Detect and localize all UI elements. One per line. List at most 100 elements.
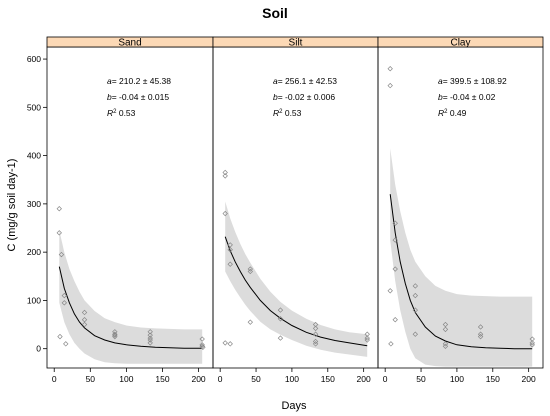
- fit-curve: [224, 236, 368, 347]
- x-tick-label: 0: [52, 374, 57, 384]
- data-point: [112, 333, 118, 340]
- data-point: [412, 331, 418, 337]
- data-point: [387, 82, 393, 89]
- data-point: [387, 66, 393, 72]
- x-tick-label: 200: [191, 374, 205, 384]
- data-point: [477, 324, 484, 330]
- annotation-r2: R2 0.53: [273, 108, 302, 118]
- data-point: [57, 333, 63, 340]
- data-point: [147, 329, 153, 335]
- data-point: [312, 325, 319, 332]
- confidence-band: [390, 148, 533, 367]
- data-point: [392, 317, 398, 323]
- x-tick-label: 100: [285, 374, 299, 384]
- data-point: [477, 331, 484, 337]
- y-tick-label: 200: [27, 247, 41, 257]
- data-point: [147, 340, 153, 346]
- chart-title: Soil: [262, 5, 288, 21]
- data-point: [222, 169, 228, 176]
- annotation-a: a= 399.5 ± 108.92: [438, 76, 507, 86]
- data-point: [56, 230, 62, 236]
- data-point: [312, 321, 319, 328]
- panel-silt: Silt 0 50 100 150 200 a= 256.1 ± 42.53 b= -0.02…: [212, 36, 379, 384]
- y-tick-label: 100: [27, 295, 41, 305]
- data-point: [81, 309, 88, 316]
- data-point: [442, 341, 449, 347]
- confidence-band: [59, 230, 203, 364]
- y-tick-label: 300: [27, 199, 41, 209]
- data-point: [63, 341, 69, 347]
- data-point: [222, 173, 228, 179]
- data-point: [529, 342, 535, 348]
- y-tick-label: 500: [27, 102, 41, 112]
- x-tick-label: 150: [321, 374, 335, 384]
- x-tick-label: 200: [357, 374, 371, 384]
- data-point: [247, 268, 253, 275]
- annotation-r2: R2 0.53: [107, 108, 136, 118]
- x-tick-label: 0: [383, 374, 388, 384]
- data-point: [56, 206, 62, 212]
- data-point: [412, 307, 418, 313]
- data-point: [387, 288, 393, 294]
- data-point: [529, 336, 535, 342]
- data-point: [277, 307, 284, 313]
- data-point: [58, 251, 65, 258]
- data-point: [112, 331, 118, 337]
- fit-curve: [389, 194, 533, 350]
- strip-clay: [377, 36, 544, 48]
- x-tick-label: 150: [486, 374, 500, 384]
- y-tick-label: 400: [27, 151, 41, 161]
- y-tick-label: 0: [36, 344, 41, 354]
- x-tick-label: 200: [522, 374, 536, 384]
- data-point: [312, 331, 319, 337]
- data-point: [388, 341, 394, 347]
- data-point: [277, 335, 284, 341]
- data-point: [247, 319, 253, 325]
- panel-clay: Clay 0 50 100 150 200 a= 399.5 ± 108.92 b= -0.0…: [377, 36, 544, 384]
- data-point: [442, 326, 449, 333]
- data-point: [61, 300, 68, 306]
- data-point: [199, 336, 205, 342]
- panel-sand: Sand 0 50 100 150 200 a= 210.2 ± 45.38 b= -0.04…: [46, 36, 214, 384]
- annotation-a: a= 256.1 ± 42.53: [273, 76, 337, 86]
- x-tick-label: 0: [218, 374, 223, 384]
- annotation-a: a= 210.2 ± 45.38: [107, 76, 171, 86]
- fit-curve: [58, 266, 203, 349]
- x-tick-label: 50: [86, 374, 96, 384]
- x-tick-label: 100: [119, 374, 133, 384]
- data-point: [312, 338, 319, 345]
- annotation-b: b= -0.04 ± 0.02: [438, 92, 496, 102]
- data-point: [227, 341, 233, 347]
- data-point: [364, 335, 370, 341]
- x-tick-label: 150: [155, 374, 169, 384]
- data-point: [81, 321, 88, 328]
- data-point: [412, 283, 418, 289]
- data-point: [222, 210, 228, 217]
- data-point: [364, 337, 370, 343]
- data-point: [61, 292, 68, 299]
- data-point: [199, 342, 205, 348]
- data-point: [277, 316, 284, 322]
- data-point: [392, 220, 398, 226]
- data-point: [147, 337, 153, 343]
- data-point: [222, 340, 228, 346]
- annotation-b: b= -0.02 ± 0.006: [273, 92, 335, 102]
- data-point: [227, 247, 233, 253]
- y-tick-label: 600: [27, 54, 41, 64]
- x-tick-label: 50: [416, 374, 426, 384]
- data-point: [312, 341, 319, 347]
- data-point: [477, 333, 484, 340]
- data-point: [247, 266, 253, 272]
- data-point: [412, 292, 418, 299]
- data-point: [364, 331, 370, 337]
- data-point: [392, 237, 398, 243]
- x-tick-label: 100: [450, 374, 464, 384]
- y-axis-label: C (mg/g soil day-1): [6, 159, 18, 252]
- data-point: [392, 266, 398, 272]
- data-point: [200, 344, 206, 350]
- confidence-band: [225, 201, 368, 357]
- strip-label: Clay: [450, 38, 470, 49]
- x-axis-label: Days: [281, 400, 307, 412]
- data-point: [112, 332, 118, 338]
